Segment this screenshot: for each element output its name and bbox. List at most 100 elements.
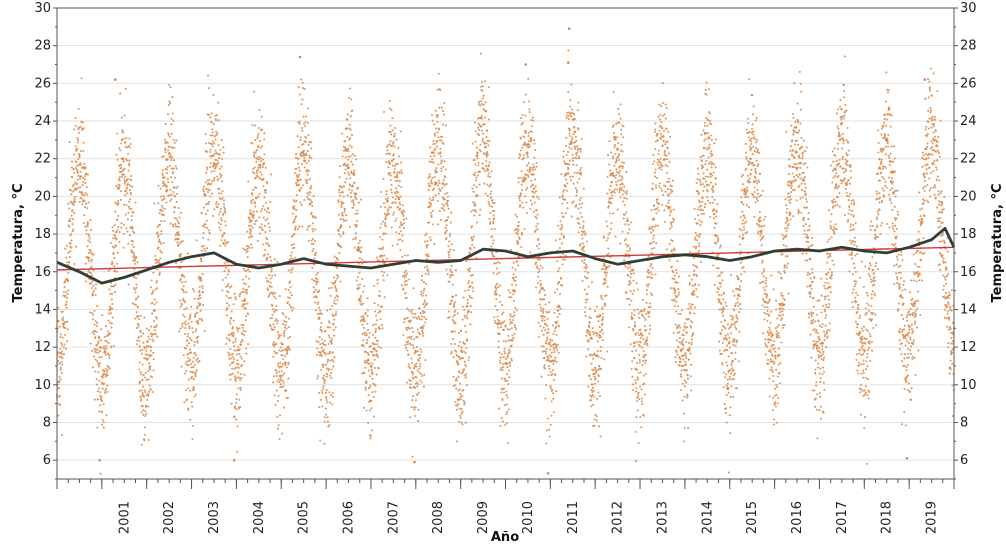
scatter-point xyxy=(99,472,102,475)
scatter-point xyxy=(246,247,249,250)
scatter-point xyxy=(584,311,587,314)
scatter-point xyxy=(257,132,260,135)
scatter-point xyxy=(267,222,270,225)
scatter-point xyxy=(647,268,650,272)
scatter-point xyxy=(423,299,426,302)
scatter-point xyxy=(309,187,312,190)
scatter-point xyxy=(615,122,618,125)
scatter-point xyxy=(605,294,608,297)
scatter-point xyxy=(137,315,140,318)
scatter-point xyxy=(85,232,88,236)
scatter-point xyxy=(119,92,122,95)
scatter-point xyxy=(252,151,255,154)
scatter-point xyxy=(250,213,253,216)
scatter-point xyxy=(107,312,110,315)
scatter-point xyxy=(98,350,102,353)
scatter-point xyxy=(544,352,548,355)
scatter-point xyxy=(93,333,96,336)
scatter-point xyxy=(59,403,62,406)
scatter-point xyxy=(653,175,656,178)
scatter-point xyxy=(193,297,196,300)
scatter-point xyxy=(579,212,582,215)
scatter-point xyxy=(287,325,291,329)
scatter-point xyxy=(194,393,198,396)
scatter-point xyxy=(406,254,409,257)
scatter-point xyxy=(340,246,343,249)
scatter-point xyxy=(570,108,574,111)
scatter-point xyxy=(519,194,522,198)
scatter-point xyxy=(323,339,326,342)
scatter-point xyxy=(639,328,642,331)
scatter-point xyxy=(474,210,477,213)
scatter-point xyxy=(310,211,313,214)
scatter-point xyxy=(143,357,146,360)
scatter-point xyxy=(358,247,361,250)
scatter-point xyxy=(404,346,408,350)
scatter-point xyxy=(608,163,611,166)
scatter-point xyxy=(527,140,531,143)
scatter-point xyxy=(306,121,310,124)
scatter-point xyxy=(322,374,326,377)
scatter-point xyxy=(195,320,198,323)
scatter-point xyxy=(207,238,210,241)
scatter-point xyxy=(133,259,136,262)
scatter-point xyxy=(184,347,187,350)
scatter-point xyxy=(576,109,579,112)
scatter-point xyxy=(364,311,367,315)
scatter-point xyxy=(656,206,659,209)
scatter-point xyxy=(320,313,323,316)
scatter-point xyxy=(552,346,555,349)
scatter-point xyxy=(342,149,346,152)
scatter-point xyxy=(601,306,604,309)
scatter-point xyxy=(456,354,459,357)
scatter-point xyxy=(140,398,143,401)
scatter-point xyxy=(260,223,263,226)
scatter-point xyxy=(96,348,99,351)
scatter-point xyxy=(62,316,65,319)
scatter-point xyxy=(552,348,555,351)
scatter-point xyxy=(377,311,380,315)
scatter-point xyxy=(635,387,638,390)
scatter-point xyxy=(519,204,522,207)
scatter-point xyxy=(175,167,178,170)
scatter-point xyxy=(613,146,616,149)
scatter-point xyxy=(165,172,168,175)
scatter-point xyxy=(371,371,374,374)
scatter-point xyxy=(507,348,510,351)
scatter-point xyxy=(444,124,448,127)
scatter-point xyxy=(170,193,173,196)
scatter-point xyxy=(167,104,170,107)
scatter-point xyxy=(449,221,452,224)
scatter-point xyxy=(386,214,389,217)
scatter-point xyxy=(109,312,112,315)
scatter-point xyxy=(636,409,639,412)
scatter-point xyxy=(139,381,142,384)
scatter-point xyxy=(652,229,655,232)
scatter-point xyxy=(347,158,350,161)
scatter-point xyxy=(633,313,636,317)
scatter-point xyxy=(321,405,324,408)
scatter-point xyxy=(216,132,219,135)
scatter-point xyxy=(343,211,346,214)
scatter-point xyxy=(519,154,522,157)
scatter-point xyxy=(91,366,94,369)
scatter-point xyxy=(654,122,657,125)
scatter-point xyxy=(453,320,456,323)
scatter-point xyxy=(213,208,216,211)
scatter-point xyxy=(450,352,453,355)
scatter-point xyxy=(601,328,604,331)
scatter-point xyxy=(319,398,322,401)
scatter-point xyxy=(304,125,307,128)
scatter-point xyxy=(132,230,135,233)
scatter-point xyxy=(539,282,542,286)
scatter-point xyxy=(240,363,243,366)
scatter-point xyxy=(417,331,420,334)
scatter-point xyxy=(548,301,551,304)
scatter-point xyxy=(643,382,646,385)
scatter-point xyxy=(623,213,626,216)
scatter-point xyxy=(381,258,385,261)
scatter-point xyxy=(246,249,249,252)
scatter-point xyxy=(202,190,205,193)
scatter-point xyxy=(291,309,294,312)
scatter-point xyxy=(267,244,271,248)
